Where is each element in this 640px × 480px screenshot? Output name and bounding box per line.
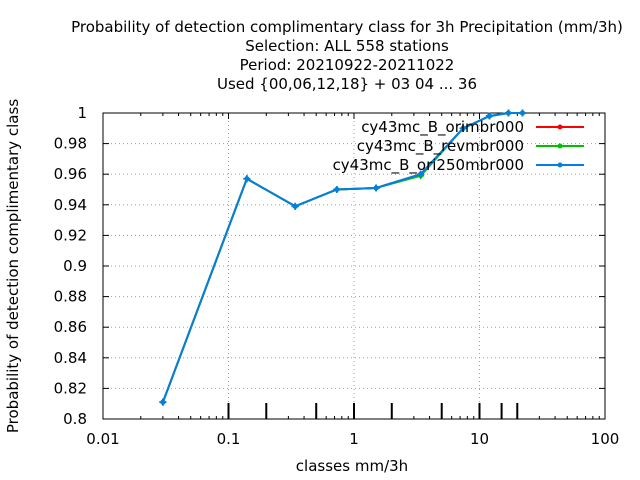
title-line: Period: 20210922-20211022 — [240, 56, 455, 74]
legend-label: cy43mc_B_ori250mbr000 — [333, 156, 524, 175]
series-lines — [159, 109, 526, 406]
y-tick-label: 0.9 — [63, 257, 87, 275]
title-line: Selection: ALL 558 stations — [245, 37, 449, 55]
data-point-marker — [417, 170, 425, 178]
data-point-marker — [291, 202, 299, 210]
y-axis: 0.8 0.82 0.84 0.86 0.88 0.9 0.92 0.94 0.96 0.98 1 — [54, 104, 605, 428]
legend-label: cy43mc_B_revmbr000 — [357, 137, 524, 156]
data-point-marker — [372, 184, 380, 192]
x-tick-label: 0.01 — [86, 430, 119, 448]
y-tick-label: 0.88 — [54, 288, 87, 306]
legend-marker — [557, 162, 563, 168]
y-tick-label: 0.94 — [54, 196, 87, 214]
grid — [103, 113, 605, 419]
x-axis-label: classes mm/3h — [296, 457, 408, 475]
y-tick-label: 0.98 — [54, 135, 87, 153]
y-tick-label: 0.92 — [54, 226, 87, 244]
legend-marker — [557, 124, 563, 130]
data-point-marker — [504, 109, 512, 117]
y-tick-label: 0.82 — [54, 379, 87, 397]
series-line — [161, 112, 523, 403]
data-point-marker — [459, 124, 467, 132]
data-point-marker — [518, 109, 526, 117]
legend: cy43mc_B_orimbr000cy43mc_B_revmbr000cy43… — [333, 118, 584, 175]
y-tick-label: 0.86 — [54, 318, 87, 336]
x-tick-label: 10 — [470, 430, 489, 448]
title-line: Probability of detection complimentary c… — [71, 18, 623, 36]
chart-title: Probability of detection complimentary c… — [71, 18, 623, 93]
legend-marker — [557, 143, 563, 149]
y-tick-label: 1 — [77, 104, 87, 122]
y-tick-label: 0.8 — [63, 410, 87, 428]
class-marks — [227, 403, 519, 419]
y-axis-label: Probability of detection complimentary c… — [4, 99, 22, 433]
data-point-marker — [243, 175, 251, 183]
y-tick-label: 0.84 — [54, 349, 87, 367]
data-point-marker — [333, 186, 341, 193]
x-tick-label: 0.1 — [217, 430, 241, 448]
title-line: Used {00,06,12,18} + 03 04 ... 36 — [217, 75, 477, 93]
x-tick-label: 100 — [591, 430, 620, 448]
legend-label: cy43mc_B_orimbr000 — [361, 118, 524, 137]
x-axis: 0.01 0.1 1 10 100 — [86, 113, 619, 448]
y-tick-label: 0.96 — [54, 165, 87, 183]
data-point-marker — [485, 112, 493, 120]
data-point-marker — [159, 398, 167, 406]
x-tick-label: 1 — [349, 430, 359, 448]
